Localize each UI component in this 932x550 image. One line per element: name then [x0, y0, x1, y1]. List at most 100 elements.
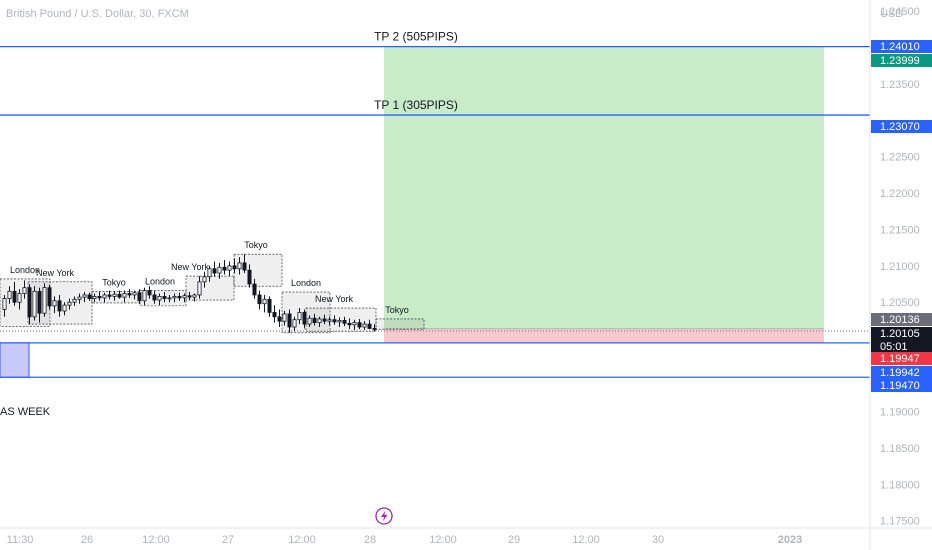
- candle: [222, 259, 227, 275]
- price-tick-label: 1.21500: [880, 224, 920, 236]
- candle-body: [72, 298, 77, 303]
- candle-body: [257, 294, 262, 305]
- candle-body: [32, 290, 37, 318]
- candle: [257, 290, 262, 310]
- candle: [82, 292, 87, 303]
- candle-body: [62, 304, 67, 312]
- candle-body: [282, 313, 287, 322]
- candle-body: [202, 276, 207, 283]
- price-axis[interactable]: 1.24500 1.23500 1.22500 1.22000 1.21500 1.210…: [869, 0, 920, 550]
- candle-body: [222, 266, 227, 271]
- candle: [282, 310, 287, 326]
- candle-body: [267, 298, 272, 313]
- candle-body: [187, 295, 192, 298]
- candle: [172, 293, 177, 303]
- candle-body: [272, 312, 277, 318]
- candle: [87, 292, 92, 301]
- candle-body: [132, 292, 137, 296]
- candle-body: [102, 294, 107, 299]
- candle-body: [327, 319, 332, 322]
- candles: [2, 254, 377, 333]
- candle-body: [127, 293, 132, 296]
- candle-body: [212, 268, 217, 274]
- candle-body: [172, 296, 177, 299]
- candle: [157, 293, 162, 306]
- candle-body: [287, 313, 292, 328]
- time-axis[interactable]: 11:30 26 12:00 27 12:00 28 12:00 29 12:00 30 2023: [0, 527, 932, 546]
- candle: [7, 286, 12, 304]
- candle-body: [232, 265, 237, 270]
- candle-body: [302, 312, 307, 325]
- price-tick-label: 1.24500: [880, 6, 920, 18]
- candle-body: [42, 287, 47, 314]
- candle: [312, 313, 317, 326]
- candle: [367, 319, 372, 330]
- candle: [197, 276, 202, 299]
- time-tick-label: 12:00: [288, 534, 316, 546]
- price-tag: [871, 54, 932, 67]
- time-tick-label: 12:00: [572, 534, 600, 546]
- candle-body: [247, 269, 252, 285]
- price-tag-label: 1.24010: [880, 41, 920, 53]
- candle: [182, 293, 187, 303]
- candle: [292, 316, 297, 332]
- candle: [322, 314, 327, 325]
- candle: [307, 315, 312, 327]
- candle-body: [332, 319, 337, 323]
- time-tick-label: 30: [652, 534, 664, 546]
- candle: [252, 278, 257, 299]
- time-tick-label: 11:30: [7, 534, 34, 546]
- candle-body: [97, 296, 102, 299]
- candle: [262, 294, 267, 313]
- price-tag: [871, 313, 932, 326]
- candle-body: [152, 294, 157, 301]
- candle: [152, 290, 157, 304]
- take-profit-label: TP 1 (305PIPS): [374, 98, 458, 112]
- candle-body: [177, 296, 182, 299]
- candle: [192, 293, 197, 302]
- candle: [102, 292, 107, 303]
- session-label: New York: [315, 294, 354, 304]
- price-tag-label: 1.20136: [880, 314, 920, 326]
- candle-body: [7, 290, 12, 299]
- candle-body: [217, 266, 222, 274]
- candle-body: [227, 265, 232, 271]
- candle: [37, 287, 42, 323]
- candle: [47, 284, 52, 310]
- candle-body: [347, 322, 352, 326]
- candle: [232, 258, 237, 274]
- candle: [267, 296, 272, 317]
- candle-body: [157, 296, 162, 301]
- candle: [187, 292, 192, 301]
- candle-body: [352, 322, 357, 326]
- candle-body: [192, 294, 197, 298]
- price-tick-label: 1.17500: [880, 516, 920, 528]
- replay-lightning-button[interactable]: [375, 507, 393, 525]
- candle-body: [242, 262, 247, 271]
- price-tick-label: 1.22000: [880, 188, 920, 200]
- candle: [107, 290, 112, 300]
- candle-body: [197, 281, 202, 296]
- candle: [242, 254, 247, 274]
- candle: [67, 298, 72, 310]
- price-tag-label: 1.19942: [880, 367, 920, 379]
- candle-body: [2, 298, 7, 310]
- currency-label: USD: [880, 8, 903, 20]
- candle: [227, 261, 232, 277]
- candle-body: [322, 318, 327, 322]
- candle: [272, 305, 277, 323]
- price-tag: [871, 120, 932, 133]
- price-tick-label: 1.21000: [880, 261, 920, 273]
- candle-body: [147, 290, 152, 296]
- profit-zone: [384, 46, 824, 329]
- session-label: Tokyo: [244, 240, 268, 250]
- session-label: Tokyo: [102, 277, 126, 287]
- candle: [287, 309, 292, 333]
- candle: [342, 316, 347, 327]
- time-tick-label: 28: [364, 534, 376, 546]
- candle: [142, 287, 147, 306]
- candle-body: [277, 316, 282, 322]
- price-tag-label: 1.19470: [880, 380, 920, 392]
- price-tick-label: 1.22500: [880, 152, 920, 164]
